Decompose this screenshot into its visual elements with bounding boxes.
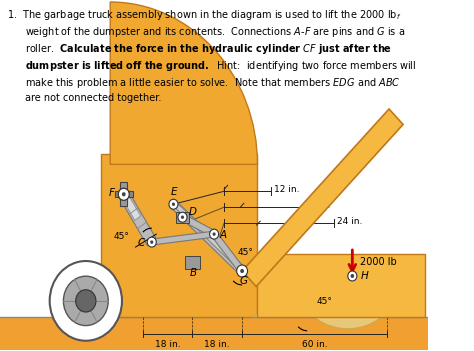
Text: 18 in.: 18 in. (204, 340, 230, 349)
Circle shape (237, 265, 247, 277)
Polygon shape (181, 214, 216, 237)
Circle shape (169, 199, 178, 209)
Text: are not connected together.: are not connected together. (25, 93, 162, 102)
Circle shape (118, 188, 129, 200)
Text: $C$: $C$ (137, 236, 146, 248)
Bar (185, 256, 200, 269)
Text: $F$: $F$ (108, 186, 116, 198)
Text: $\bf{dumpster\ is\ lifted\ off\ the\ ground.}$  Hint:  identifying two force mem: $\bf{dumpster\ is\ lifted\ off\ the\ gro… (25, 59, 417, 73)
Bar (0, 317, 428, 350)
Circle shape (76, 290, 96, 312)
Polygon shape (152, 231, 214, 245)
Wedge shape (110, 2, 257, 164)
Text: 24 in.: 24 in. (337, 217, 362, 226)
Circle shape (50, 261, 122, 341)
Text: make this problem a little easier to solve.  Note that members $\mathit{EDG}$ an: make this problem a little easier to sol… (25, 76, 401, 90)
Text: roller.  $\bf{Calculate\ the\ force\ in\ the\ hydraulic\ cylinder}$ $\mathbf{\ma: roller. $\bf{Calculate\ the\ force\ in\ … (25, 42, 392, 56)
Circle shape (210, 229, 219, 239)
Text: weight of the dumpster and its contents.  Connections $A$-$F$ are pins and $G$ i: weight of the dumpster and its contents.… (25, 25, 406, 39)
Polygon shape (175, 204, 247, 275)
Text: 45°: 45° (114, 232, 130, 241)
Circle shape (212, 232, 216, 236)
Circle shape (147, 237, 156, 247)
Polygon shape (242, 109, 403, 286)
Polygon shape (119, 191, 156, 245)
Text: 60 in.: 60 in. (301, 340, 327, 349)
Text: 45°: 45° (316, 297, 332, 306)
Text: 2000 lb: 2000 lb (360, 257, 396, 267)
Circle shape (172, 203, 175, 206)
Circle shape (178, 212, 187, 222)
Bar (101, 154, 257, 317)
Bar (120, 182, 128, 206)
Circle shape (181, 216, 184, 219)
Text: $E$: $E$ (170, 185, 178, 197)
Polygon shape (253, 284, 425, 329)
Circle shape (150, 240, 154, 244)
Text: $G$: $G$ (239, 274, 249, 286)
Text: 18 in.: 18 in. (155, 340, 181, 349)
Circle shape (118, 188, 129, 200)
Text: $H$: $H$ (360, 269, 369, 281)
Text: 24 in.: 24 in. (305, 201, 331, 210)
Text: 45°: 45° (237, 248, 254, 257)
Bar (115, 191, 133, 197)
Bar (257, 254, 425, 317)
Bar (176, 212, 189, 223)
Circle shape (240, 269, 244, 273)
Text: $D$: $D$ (188, 205, 197, 217)
Circle shape (122, 192, 126, 196)
Circle shape (350, 274, 354, 278)
Polygon shape (121, 192, 141, 220)
Text: $A$: $A$ (219, 228, 228, 240)
Text: 12 in.: 12 in. (273, 185, 299, 194)
Text: $B$: $B$ (189, 266, 197, 278)
Circle shape (122, 192, 126, 196)
Text: 1.  The garbage truck assembly shown in the diagram is used to lift the 2000 lb$: 1. The garbage truck assembly shown in t… (7, 8, 401, 22)
Polygon shape (212, 232, 245, 273)
Circle shape (64, 276, 108, 326)
Circle shape (348, 271, 357, 281)
Polygon shape (171, 201, 245, 274)
